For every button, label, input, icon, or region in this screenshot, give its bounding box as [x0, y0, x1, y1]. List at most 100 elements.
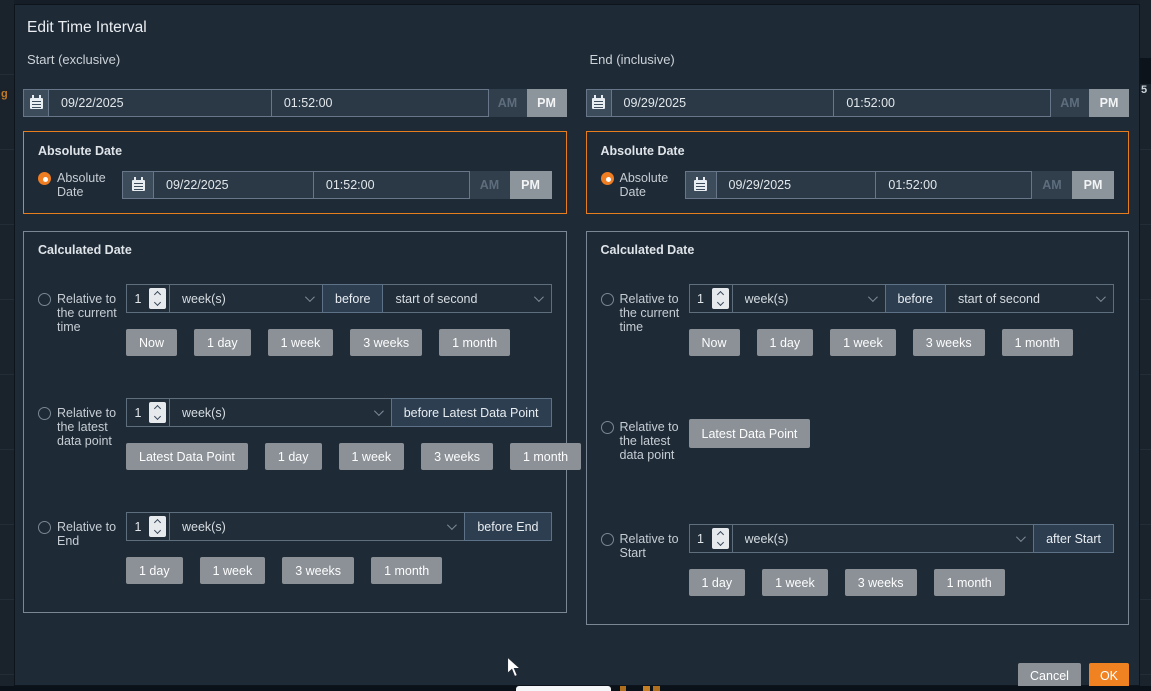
start-absolute-calendar-button[interactable]: [122, 171, 154, 199]
quick-1-day-button[interactable]: 1 day: [194, 329, 251, 356]
quick-1-week-button[interactable]: 1 week: [830, 329, 896, 356]
absolute-date-heading: Absolute Date: [38, 144, 123, 158]
background-chart-bar: [653, 686, 660, 691]
start-am-button[interactable]: AM: [488, 89, 527, 117]
quick-1-week-button[interactable]: 1 week: [338, 443, 405, 470]
quick-latest-data-point-button[interactable]: Latest Data Point: [688, 419, 811, 448]
quick-1-day-button[interactable]: 1 day: [264, 443, 322, 470]
quick-1-week-button[interactable]: 1 week: [762, 569, 828, 596]
end-time-input[interactable]: 01:52:00: [833, 89, 1051, 117]
amount-stepper[interactable]: 1: [688, 524, 733, 553]
amount-value: 1: [134, 519, 142, 534]
start-absolute-datetime-row: 09/22/2025 01:52:00 AM PM: [122, 171, 552, 199]
start-relative-latest-radio[interactable]: [38, 407, 51, 420]
end-relative-latest-radio[interactable]: [600, 421, 614, 434]
quick-1-month-button[interactable]: 1 month: [371, 557, 443, 584]
end-date-input[interactable]: 09/29/2025: [610, 89, 835, 117]
anchor-select[interactable]: start of second: [944, 284, 1114, 313]
start-absolute-am-button[interactable]: AM: [469, 171, 510, 199]
quick-1-month-button[interactable]: 1 month: [933, 569, 1005, 596]
chevron-down-icon: [304, 292, 315, 303]
quick-1-month-button[interactable]: 1 month: [439, 329, 511, 356]
end-absolute-calendar-button[interactable]: [684, 171, 717, 199]
chevron-down-icon: [447, 520, 458, 531]
unit-select[interactable]: week(s): [731, 524, 1035, 553]
start-column: Start (exclusive) 09/22/2025 01:52:00 AM…: [23, 52, 582, 625]
background-page-right-edge: 5: [1140, 0, 1151, 691]
end-datetime-row: 09/29/2025 01:52:00 AM PM: [585, 89, 1129, 117]
start-date-input[interactable]: 09/22/2025: [48, 89, 272, 117]
start-absolute-pm-button[interactable]: PM: [509, 171, 552, 199]
background-block: [1140, 58, 1151, 84]
ok-button[interactable]: OK: [1088, 663, 1129, 689]
end-calendar-button[interactable]: [585, 89, 612, 117]
end-absolute-row: Absolute Date 09/29/2025 01:52:00 AM PM: [600, 171, 1114, 199]
stepper-arrows-icon[interactable]: [711, 288, 729, 309]
background-chart-bar: [620, 686, 626, 691]
amount-stepper[interactable]: 1: [126, 398, 170, 427]
amount-stepper[interactable]: 1: [126, 512, 170, 541]
before-toggle-button[interactable]: before: [884, 284, 946, 313]
absolute-date-radio-label: Absolute Date: [619, 171, 669, 199]
end-pm-button[interactable]: PM: [1089, 89, 1129, 117]
start-calendar-button[interactable]: [23, 89, 49, 117]
amount-stepper[interactable]: 1: [688, 284, 733, 313]
quick-3-weeks-button[interactable]: 3 weeks: [350, 329, 423, 356]
unit-select[interactable]: week(s): [731, 284, 886, 313]
relative-current-time-label: Relative to the current time: [57, 292, 117, 334]
quick-1-day-button[interactable]: 1 day: [126, 557, 183, 584]
quick-1-month-button[interactable]: 1 month: [509, 443, 582, 470]
end-absolute-date-input[interactable]: 09/29/2025: [715, 171, 877, 199]
end-relative-current-time-radio[interactable]: [600, 293, 614, 306]
stepper-arrows-icon[interactable]: [149, 288, 166, 309]
before-latest-data-point-button[interactable]: before Latest Data Point: [390, 398, 552, 427]
quick-3-weeks-button[interactable]: 3 weeks: [912, 329, 985, 356]
unit-select[interactable]: week(s): [169, 284, 323, 313]
quick-1-month-button[interactable]: 1 month: [1001, 329, 1073, 356]
background-tooltip-pill: [516, 686, 611, 691]
end-absolute-date-radio[interactable]: [600, 172, 614, 185]
relative-current-time-label: Relative to the current time: [619, 292, 680, 334]
quick-1-week-button[interactable]: 1 week: [267, 329, 334, 356]
calendar-icon: [694, 176, 707, 191]
absolute-date-radio-label: Absolute Date: [57, 171, 106, 199]
start-absolute-date-input[interactable]: 09/22/2025: [153, 171, 314, 199]
edit-time-interval-dialog: Edit Time Interval Start (exclusive) 09/…: [14, 4, 1140, 689]
end-absolute-time-input[interactable]: 01:52:00: [875, 171, 1032, 199]
quick-3-weeks-button[interactable]: 3 weeks: [282, 557, 355, 584]
unit-select[interactable]: week(s): [169, 398, 392, 427]
after-start-button[interactable]: after Start: [1033, 524, 1114, 553]
start-time-input[interactable]: 01:52:00: [270, 89, 489, 117]
stepper-arrows-icon[interactable]: [149, 402, 166, 423]
before-end-button[interactable]: before End: [464, 512, 552, 541]
unit-select[interactable]: week(s): [169, 512, 466, 541]
quick-latest-data-point-button[interactable]: Latest Data Point: [126, 443, 248, 470]
quick-3-weeks-button[interactable]: 3 weeks: [421, 443, 493, 470]
quick-1-week-button[interactable]: 1 week: [199, 557, 266, 584]
start-relative-current-time-option: Relative to the current time 1 week(s): [38, 284, 552, 356]
mouse-cursor: [506, 656, 522, 678]
amount-stepper[interactable]: 1: [126, 284, 170, 313]
start-absolute-date-radio[interactable]: [38, 172, 51, 185]
start-absolute-time-input[interactable]: 01:52:00: [312, 171, 470, 199]
relative-end-label: Relative to End: [57, 520, 117, 548]
stepper-arrows-icon[interactable]: [711, 528, 729, 549]
end-absolute-am-button[interactable]: AM: [1032, 171, 1072, 199]
start-pm-button[interactable]: PM: [526, 89, 567, 117]
background-chart-bar: [643, 686, 650, 691]
start-relative-current-time-radio[interactable]: [38, 293, 51, 306]
chevron-down-icon: [373, 406, 384, 417]
quick-3-weeks-button[interactable]: 3 weeks: [844, 569, 917, 596]
before-toggle-button[interactable]: before: [322, 284, 384, 313]
quick-1-day-button[interactable]: 1 day: [688, 569, 746, 596]
cancel-button[interactable]: Cancel: [1018, 663, 1081, 689]
end-absolute-pm-button[interactable]: PM: [1072, 171, 1114, 199]
anchor-select[interactable]: start of second: [382, 284, 552, 313]
start-relative-end-radio[interactable]: [38, 521, 51, 534]
end-relative-start-radio[interactable]: [600, 533, 614, 546]
quick-now-button[interactable]: Now: [126, 329, 178, 356]
quick-now-button[interactable]: Now: [688, 329, 740, 356]
quick-1-day-button[interactable]: 1 day: [756, 329, 814, 356]
end-am-button[interactable]: AM: [1051, 89, 1089, 117]
stepper-arrows-icon[interactable]: [149, 516, 166, 537]
